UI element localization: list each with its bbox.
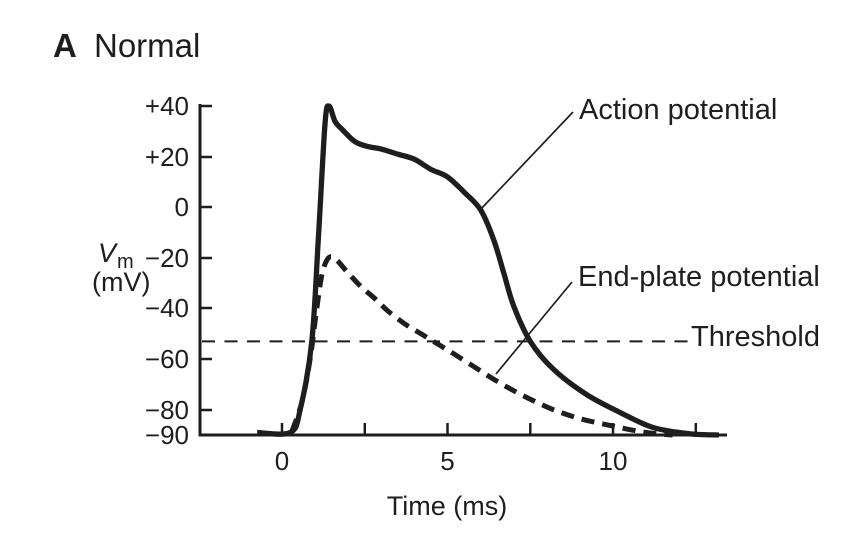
end-plate-potential-pointer-line <box>495 281 573 375</box>
x-tick-0: 0 <box>275 446 289 476</box>
y-axis-title-subscript: m <box>117 251 134 273</box>
y-axis-ticks <box>200 104 212 412</box>
panel-label: A <box>53 27 77 64</box>
action-potential-curve <box>257 103 720 438</box>
y-axis-title-variable: V <box>98 238 119 268</box>
y-tick-plus40: +40 <box>145 91 189 121</box>
end-plate-potential-label: End-plate potential <box>578 261 820 293</box>
x-axis-ticks <box>280 423 698 435</box>
x-axis-title: Time (ms) <box>387 491 507 521</box>
axis-lines <box>198 104 727 437</box>
y-tick-minus60: −60 <box>145 344 189 374</box>
x-tick-10: 10 <box>599 446 628 476</box>
y-tick-minus40: −40 <box>145 293 189 323</box>
action-potential-label: Action potential <box>579 94 777 126</box>
x-tick-5: 5 <box>440 446 454 476</box>
y-tick-minus90: −90 <box>145 420 189 450</box>
y-tick-minus80: −80 <box>145 395 189 425</box>
end-plate-potential-curve <box>289 254 673 438</box>
panel-title: Normal <box>94 27 200 64</box>
action-potential-pointer-line <box>479 111 574 211</box>
threshold-label: Threshold <box>691 321 820 353</box>
y-tick-minus20: −20 <box>145 243 189 273</box>
y-tick-zero: 0 <box>175 192 189 222</box>
y-axis-title-unit: (mV) <box>92 267 150 297</box>
y-tick-plus20: +20 <box>145 142 189 172</box>
